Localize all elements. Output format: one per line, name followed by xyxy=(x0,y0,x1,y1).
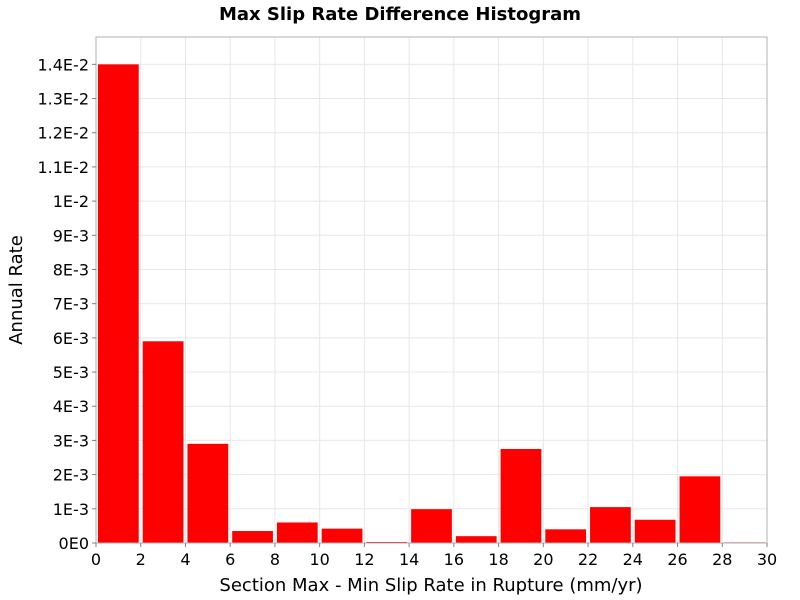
histogram-bar-11 xyxy=(590,507,631,543)
x-tick-label: 20 xyxy=(533,550,553,569)
y-tick-label: 1.2E-2 xyxy=(37,124,89,143)
chart-title: Max Slip Rate Difference Histogram xyxy=(219,4,581,25)
histogram-bar-4 xyxy=(276,522,318,543)
x-tick-label: 16 xyxy=(444,550,464,569)
x-tick-label: 10 xyxy=(309,550,329,569)
x-axis-label: Section Max - Min Slip Rate in Rupture (… xyxy=(219,575,642,596)
histogram-bar-9 xyxy=(500,448,542,543)
histogram-bar-2 xyxy=(187,443,229,543)
y-tick-label: 8E-3 xyxy=(53,260,89,279)
x-tick-label: 26 xyxy=(667,550,687,569)
x-tick-label: 4 xyxy=(180,550,190,569)
histogram-bar-12 xyxy=(634,519,676,543)
y-tick-label: 1.1E-2 xyxy=(37,158,89,177)
y-axis-ticks: 0E0 1E-3 2E-3 3E-3 4E-3 5E-3 6E-3 7E-3 8E-3 9E-3 1… xyxy=(37,55,96,553)
x-tick-label: 0 xyxy=(91,550,101,569)
histogram-bar-10 xyxy=(545,529,587,543)
x-tick-label: 12 xyxy=(354,550,374,569)
y-tick-label: 3E-3 xyxy=(53,431,89,450)
x-axis-ticks: 0 2 4 6 8 10 12 14 16 18 20 22 24 26 28 30 xyxy=(91,543,777,569)
histogram-bar-8 xyxy=(455,536,497,543)
y-axis-label: Annual Rate xyxy=(6,235,27,345)
x-tick-label: 22 xyxy=(578,550,598,569)
histogram-bar-1 xyxy=(142,341,184,543)
bar-layer xyxy=(98,64,765,543)
x-tick-label: 18 xyxy=(488,550,508,569)
y-tick-label: 1E-2 xyxy=(53,192,89,211)
y-tick-label: 2E-3 xyxy=(53,466,89,485)
y-tick-label: 1.4E-2 xyxy=(37,55,89,74)
histogram-bar-0 xyxy=(98,64,139,543)
y-tick-label: 4E-3 xyxy=(53,397,89,416)
x-tick-label: 6 xyxy=(225,550,235,569)
x-tick-label: 14 xyxy=(399,550,419,569)
x-tick-label: 24 xyxy=(623,550,643,569)
y-tick-label: 5E-3 xyxy=(53,363,89,382)
y-tick-label: 7E-3 xyxy=(53,295,89,314)
plot-area-border xyxy=(95,36,768,544)
histogram-bar-3 xyxy=(232,531,273,543)
x-tick-label: 8 xyxy=(270,550,280,569)
y-tick-label: 1.3E-2 xyxy=(37,90,89,109)
histogram-bar-13 xyxy=(679,476,721,543)
x-tick-label: 30 xyxy=(757,550,777,569)
y-tick-label: 1E-3 xyxy=(53,500,89,519)
y-tick-label: 6E-3 xyxy=(53,329,89,348)
y-tick-label: 9E-3 xyxy=(53,226,89,245)
x-tick-label: 28 xyxy=(712,550,732,569)
histogram-bar-5 xyxy=(321,528,363,543)
x-tick-label: 2 xyxy=(136,550,146,569)
y-tick-label: 0E0 xyxy=(59,534,89,553)
histogram-bar-7 xyxy=(411,509,452,543)
histogram-bar-6 xyxy=(366,541,408,543)
